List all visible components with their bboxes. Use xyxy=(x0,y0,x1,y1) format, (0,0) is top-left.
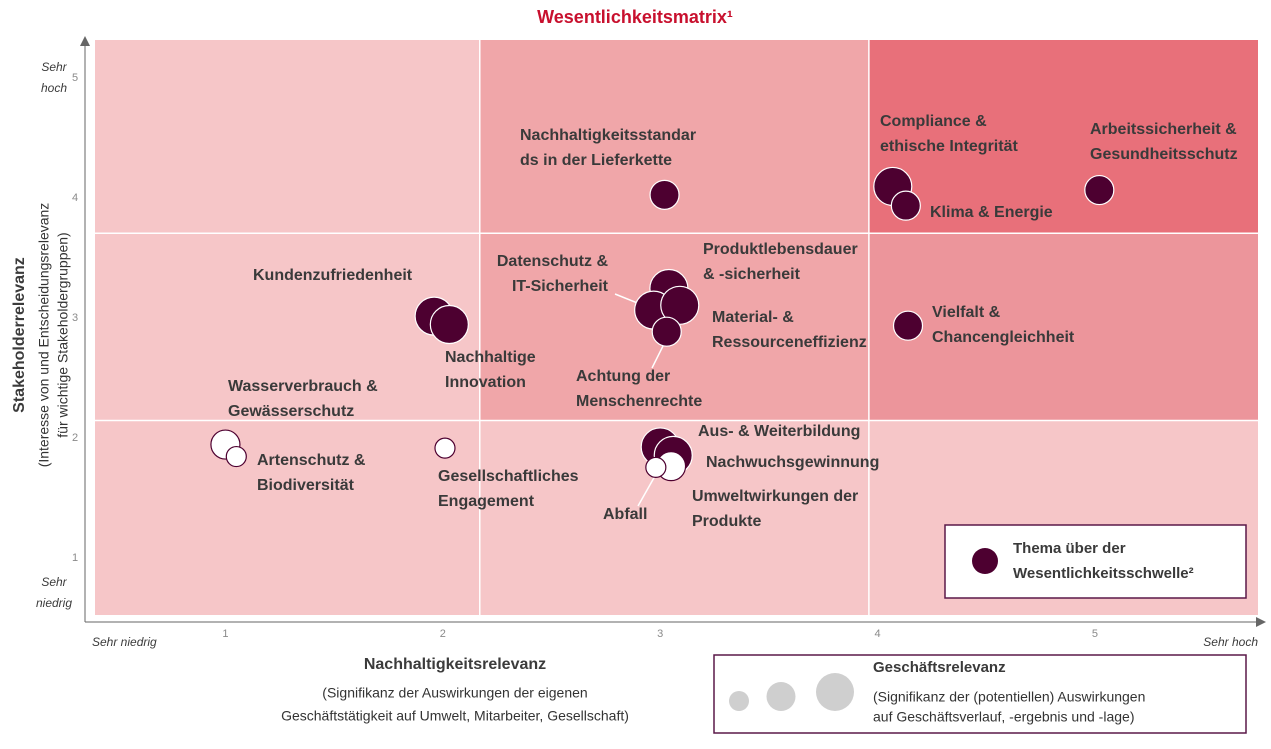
zone xyxy=(868,40,1258,234)
connector xyxy=(651,345,664,369)
zone xyxy=(95,40,480,234)
x-axis-subtitle: (Signifikanz der Auswirkungen der eigene… xyxy=(322,685,587,701)
bubble-label: Chancengleichheit xyxy=(932,329,1075,346)
bubble-label: & -sicherheit xyxy=(703,266,801,283)
zone xyxy=(868,233,1258,421)
bubble-label: Wasserverbrauch & xyxy=(228,378,378,395)
x-end-label: Sehr niedrig xyxy=(92,635,157,649)
bubble-label: Arbeitssicherheit & xyxy=(1090,121,1237,138)
size-legend-marker xyxy=(729,691,749,711)
bubble-label: Ressourceneffizienz xyxy=(712,334,867,351)
bubble-label: Gesundheitsschutz xyxy=(1090,146,1238,163)
bubble-label: Nachhaltigkeitsstandar xyxy=(520,127,696,144)
bubble xyxy=(225,445,247,468)
x-tick-label: 3 xyxy=(657,628,663,640)
bubble xyxy=(892,310,924,341)
size-legend-text: auf Geschäftsverlauf, -ergebnis und -lag… xyxy=(873,709,1134,725)
legend-text: Thema über der xyxy=(1013,540,1126,557)
x-tick-label: 2 xyxy=(440,628,446,640)
x-tick-label: 4 xyxy=(875,628,881,640)
size-legend-title: Geschäftsrelevanz xyxy=(873,659,1006,676)
bubble-label: Menschenrechte xyxy=(576,393,702,410)
bubble xyxy=(645,456,667,478)
y-tick-label: 1 xyxy=(72,552,78,564)
bubble xyxy=(651,316,682,347)
bubble-label: Achtung der xyxy=(576,368,670,385)
bubble-label: Gesellschaftliches xyxy=(438,468,579,485)
bubble-label: ds in der Lieferkette xyxy=(520,152,672,169)
x-axis-arrow xyxy=(1256,617,1266,627)
y-axis-arrow xyxy=(80,36,90,46)
bubble-label: Kundenzufriedenheit xyxy=(253,267,413,284)
legend-marker xyxy=(972,548,998,574)
size-legend-box xyxy=(713,654,1247,734)
bubble-label: Aus- & Weiterbildung xyxy=(698,423,860,440)
bubble xyxy=(890,190,921,221)
y-end-label: hoch xyxy=(41,81,67,95)
y-tick-label: 2 xyxy=(72,432,78,444)
bubble-label: Vielfalt & xyxy=(932,304,1001,321)
bubble xyxy=(1084,174,1115,206)
y-axis-title: Stakeholderrelevanz xyxy=(11,257,28,413)
size-legend-marker xyxy=(816,673,854,711)
bubble-label: Gewässerschutz xyxy=(228,403,354,420)
y-tick-label: 4 xyxy=(72,192,78,204)
legend-text: Wesentlichkeitsschwelle² xyxy=(1013,565,1194,582)
bubble-label: Umweltwirkungen der xyxy=(692,488,858,505)
bubble xyxy=(429,304,469,345)
bubble-label: Datenschutz & xyxy=(497,253,609,270)
size-legend-marker xyxy=(766,682,796,711)
bubble-label: Innovation xyxy=(445,374,526,391)
y-tick-label: 5 xyxy=(72,72,78,84)
y-end-label: Sehr xyxy=(41,60,67,74)
bubble-label: Nachwuchsgewinnung xyxy=(706,454,879,471)
bubble-label: Material- & xyxy=(712,309,794,326)
connector xyxy=(637,475,656,507)
bubble-label: Klima & Energie xyxy=(930,204,1053,221)
bubble-label: Abfall xyxy=(603,506,647,523)
zone xyxy=(95,420,480,615)
x-tick-label: 5 xyxy=(1092,628,1098,640)
y-end-label: Sehr xyxy=(41,575,67,589)
size-legend-text: (Signifikanz der (potentiellen) Auswirku… xyxy=(873,689,1145,705)
bubble-label: Compliance & xyxy=(880,113,987,130)
bubble-label: Nachhaltige xyxy=(445,349,536,366)
y-axis-subtitle: (Interesse von und Entscheidungsrelevanz xyxy=(36,203,52,468)
bubble-label: Biodiversität xyxy=(257,477,355,494)
bubble-label: Engagement xyxy=(438,493,535,510)
chart-title: Wesentlichkeitsmatrix¹ xyxy=(537,7,733,27)
zone xyxy=(95,233,480,421)
x-end-label: Sehr hoch xyxy=(1203,635,1258,649)
bubble xyxy=(434,437,456,459)
bubble-label: Artenschutz & xyxy=(257,452,366,469)
y-end-label: niedrig xyxy=(36,596,72,610)
x-axis-subtitle: Geschäftstätigkeit auf Umwelt, Mitarbeit… xyxy=(281,708,629,724)
y-tick-label: 3 xyxy=(72,312,78,324)
x-axis-title: Nachhaltigkeitsrelevanz xyxy=(364,656,546,673)
bubble-label: ethische Integrität xyxy=(880,138,1018,155)
bubble xyxy=(649,179,680,210)
y-axis-subtitle: für wichtige Stakeholdergruppen) xyxy=(55,232,71,437)
x-tick-label: 1 xyxy=(222,628,228,640)
bubble-label: Produktlebensdauer xyxy=(703,241,858,258)
bubble-label: IT-Sicherheit xyxy=(512,278,609,295)
bubble-label: Produkte xyxy=(692,513,761,530)
